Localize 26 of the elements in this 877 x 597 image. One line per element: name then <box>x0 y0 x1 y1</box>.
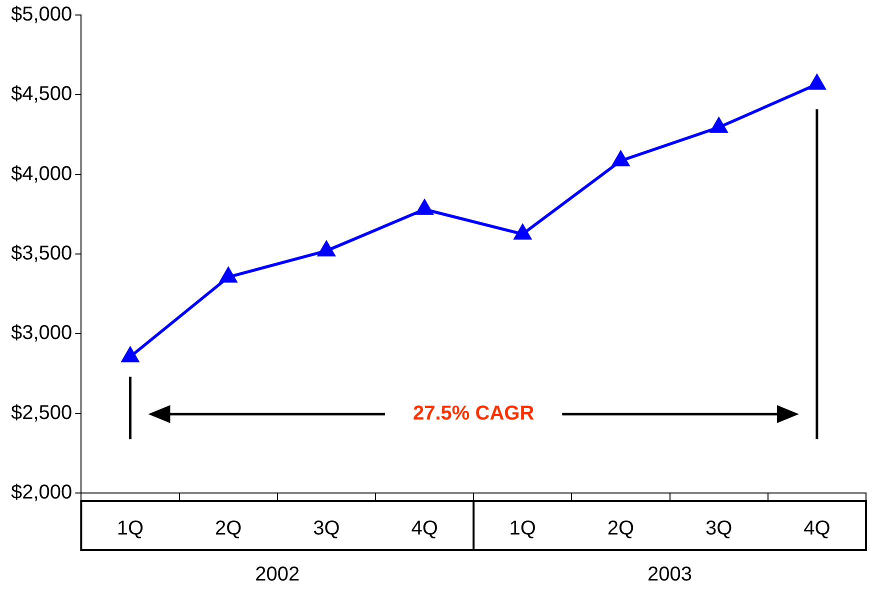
x-tick-label: 4Q <box>804 518 830 540</box>
x-tick-label: 3Q <box>313 518 340 540</box>
y-tick-label: $4,000 <box>11 162 72 185</box>
y-tick-label: $2,500 <box>11 402 72 424</box>
point <box>612 151 630 166</box>
point <box>318 241 335 256</box>
x-tick-label: 4Q <box>411 518 438 540</box>
y-tick-label: $3,000 <box>11 322 72 344</box>
y-tick-label: $2,000 <box>11 482 72 504</box>
point <box>122 347 139 362</box>
point <box>514 224 532 240</box>
point <box>808 74 826 90</box>
y-tick-label: $4,500 <box>11 83 72 106</box>
x-tick-label: 1Q <box>116 518 144 540</box>
x-tick-label: 2Q <box>214 518 242 540</box>
point <box>710 118 728 133</box>
x-tick-label: 2Q <box>607 518 634 540</box>
annotation: 27.5% CAGR <box>413 402 535 425</box>
text: 2003 <box>648 564 692 586</box>
point <box>416 200 433 215</box>
x-tick-label: 1Q <box>509 518 536 540</box>
x-tick-label: 3Q <box>706 518 732 540</box>
y-tick-label: $5,000 <box>11 4 72 26</box>
point <box>220 268 237 283</box>
y-tick-label: $3,500 <box>11 242 72 265</box>
text: 2002 <box>255 564 300 586</box>
